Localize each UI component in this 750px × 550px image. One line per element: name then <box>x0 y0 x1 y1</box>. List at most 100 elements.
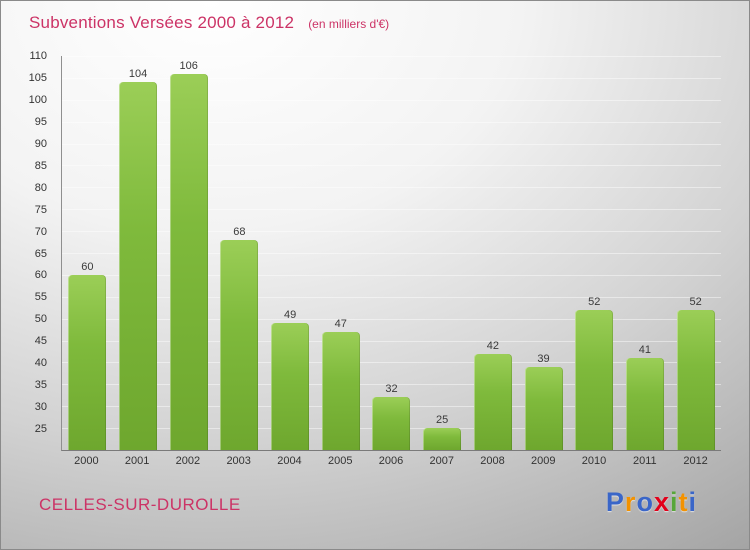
gridline <box>62 274 721 276</box>
x-tick-label: 2009 <box>531 455 556 467</box>
y-tick-label: 70 <box>34 225 47 238</box>
bar <box>524 366 563 450</box>
x-tick-label: 2003 <box>226 455 251 467</box>
gridline <box>62 340 721 342</box>
y-tick-label: 110 <box>29 50 47 62</box>
x-tick-label: 2007 <box>429 455 454 467</box>
bar-value-label: 52 <box>689 295 702 308</box>
y-tick-label: 55 <box>34 291 47 304</box>
gridline <box>62 231 721 233</box>
gridline <box>62 362 721 364</box>
y-tick-label: 75 <box>34 203 47 216</box>
bar-cell: 25 <box>417 56 468 450</box>
bar-value-label: 49 <box>283 309 297 322</box>
gridline <box>62 56 721 57</box>
gridline <box>62 143 721 145</box>
gridline <box>62 384 721 386</box>
bar <box>220 239 259 450</box>
y-tick-label: 40 <box>34 357 47 370</box>
bar <box>119 82 158 450</box>
bar-cell: 106 <box>163 56 214 450</box>
y-tick-label: 100 <box>28 93 47 106</box>
x-tick-label: 2005 <box>327 455 353 467</box>
bar-cell: 42 <box>468 56 519 450</box>
logo-letter: P <box>605 487 625 517</box>
bar-value-label: 106 <box>179 59 198 72</box>
bar <box>372 397 411 450</box>
y-tick-label: 90 <box>34 137 47 150</box>
bar-value-label: 52 <box>588 295 601 308</box>
x-tick-label: 2000 <box>74 455 99 467</box>
x-axis-labels: 2000 2001 2002 2003 2004 2005 2006 2007 2008 2009… <box>61 455 721 467</box>
y-tick-label: 80 <box>34 181 47 194</box>
bar-cell: 39 <box>518 56 569 450</box>
bar-cell: 60 <box>62 56 113 450</box>
place-label: CELLES-SUR-DUROLLE <box>39 495 241 514</box>
logo-letter: o <box>636 487 654 517</box>
bar-value-label: 41 <box>638 344 652 357</box>
bar-value-label: 39 <box>537 352 550 365</box>
bar-cell: 52 <box>670 56 721 450</box>
logo-letter: r <box>624 487 637 517</box>
x-tick-label: 2011 <box>632 455 657 467</box>
gridline <box>62 296 721 298</box>
bar-cell: 41 <box>620 56 671 450</box>
gridline <box>62 209 721 211</box>
bars-row: 60 104 106 68 49 47 32 25 42 39 52 41 52 <box>62 56 721 450</box>
y-tick-label: 105 <box>28 71 47 84</box>
bar-cell: 32 <box>366 56 417 450</box>
y-tick-label: 95 <box>34 115 47 128</box>
gridline <box>62 165 721 167</box>
logo-letter: x <box>653 487 670 517</box>
bar <box>169 73 208 450</box>
gridline <box>62 99 721 101</box>
bar-value-label: 60 <box>81 260 94 273</box>
x-tick-label: 2004 <box>277 455 302 467</box>
y-tick-label: 30 <box>34 401 47 414</box>
proxiti-logo: Proxiti <box>606 487 697 518</box>
gridline <box>62 121 721 123</box>
y-tick-label: 50 <box>34 313 47 326</box>
x-tick-label: 2008 <box>480 455 505 467</box>
bar <box>423 428 462 450</box>
gridline <box>62 77 721 79</box>
bar-cell: 49 <box>265 56 316 450</box>
x-tick-label: 2001 <box>124 455 150 467</box>
y-tick-label: 25 <box>34 423 47 436</box>
bar <box>321 331 360 450</box>
gridline <box>62 318 721 320</box>
bar <box>473 353 512 450</box>
gridline <box>62 187 721 189</box>
y-tick-label: 45 <box>34 335 47 348</box>
chart-title: Subventions Versées 2000 à 2012 <box>29 13 295 32</box>
bar <box>68 274 107 450</box>
y-axis-labels: 25 30 35 40 45 50 55 60 65 70 75 80 85 90 95 100 105 110 <box>1 50 55 451</box>
bar-cell: 47 <box>315 56 366 450</box>
gridline <box>62 253 721 254</box>
bar <box>271 323 310 450</box>
y-tick-label: 35 <box>34 379 47 392</box>
bar-cell: 52 <box>569 56 620 450</box>
logo-letter: i <box>688 487 697 517</box>
chart-header: Subventions Versées 2000 à 2012 (en mill… <box>29 13 389 33</box>
bar <box>625 358 664 450</box>
logo-letter: i <box>669 487 679 517</box>
x-tick-label: 2010 <box>581 455 607 467</box>
bar-cell: 104 <box>113 56 164 450</box>
bar-value-label: 25 <box>436 414 449 427</box>
plot-area: 60 104 106 68 49 47 32 25 42 39 52 41 52 <box>61 56 721 451</box>
y-tick-label: 85 <box>34 159 47 172</box>
x-tick-label: 2006 <box>378 455 404 467</box>
x-tick-label: 2012 <box>683 455 708 467</box>
bar-value-label: 32 <box>385 383 398 396</box>
chart-subtitle: (en milliers d'€) <box>308 17 390 31</box>
y-tick-label: 60 <box>34 269 47 282</box>
logo-letter: t <box>678 487 689 517</box>
bar <box>676 309 715 450</box>
x-tick-label: 2002 <box>175 455 201 467</box>
bar-value-label: 68 <box>233 225 246 238</box>
bar-value-label: 47 <box>334 317 347 330</box>
bar-value-label: 104 <box>128 68 148 81</box>
bar <box>575 309 614 450</box>
